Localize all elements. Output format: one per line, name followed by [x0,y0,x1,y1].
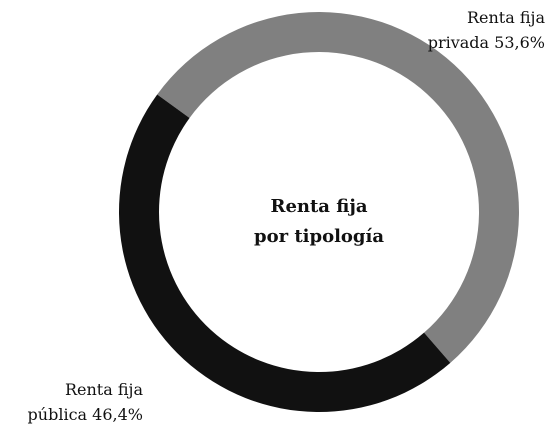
segment-label: Renta fija pública 46,4% [0,377,143,427]
category-label: Renta fija pública [27,380,143,424]
donut-segment [118,94,451,413]
category-label: Renta fija privada [427,8,545,52]
value-label: 46,4% [92,405,143,424]
segment-label: Renta fija privada 53,6% [428,5,545,55]
donut-segment [157,12,519,363]
value-label: 53,6% [494,33,545,52]
chart-title: Renta fija por tipología [253,196,385,247]
